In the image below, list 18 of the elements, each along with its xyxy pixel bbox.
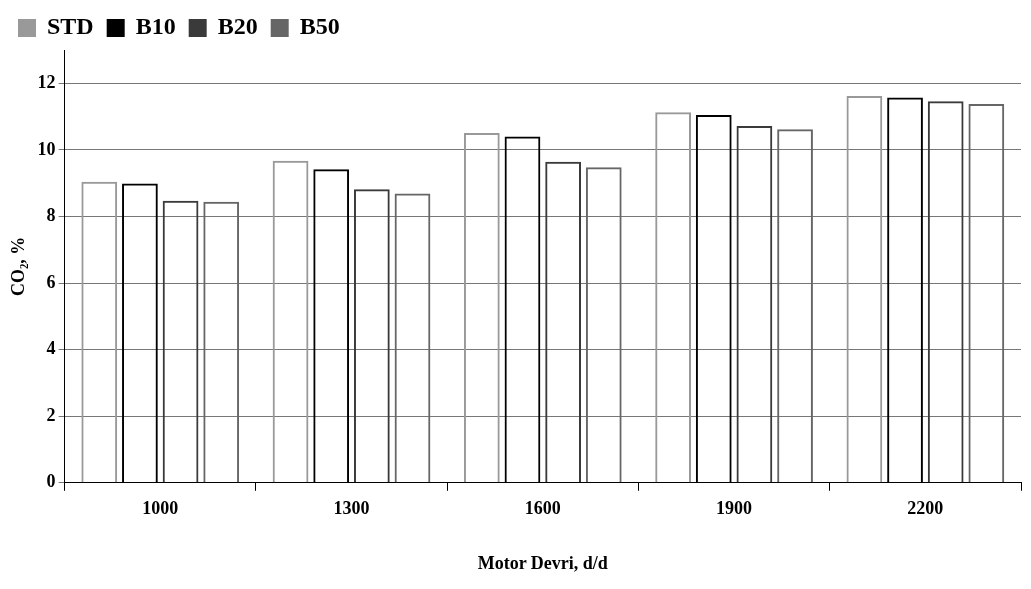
y-tick-label: 2 (46, 404, 56, 425)
x-tick-label: 1000 (142, 498, 179, 519)
legend-label: B20 (217, 13, 258, 40)
x-tick-label: 1300 (333, 498, 370, 519)
legend-label: B50 (299, 13, 340, 40)
x-axis-title: Motor Devri, d/d (477, 552, 608, 573)
y-axis-title: CO₂, % (8, 236, 29, 297)
y-tick-label: 6 (46, 271, 56, 292)
y-tick-label: 0 (46, 471, 56, 492)
y-tick-label: 12 (37, 71, 56, 92)
y-tick-label: 8 (46, 205, 56, 226)
x-tick-label: 2200 (907, 498, 944, 519)
legend-label: B10 (135, 13, 176, 40)
x-tick-label: 1900 (716, 498, 753, 519)
y-tick-label: 10 (37, 138, 56, 159)
x-tick-label: 1600 (524, 498, 561, 519)
y-tick-label: 4 (46, 338, 56, 359)
legend-label: STD (47, 13, 94, 40)
